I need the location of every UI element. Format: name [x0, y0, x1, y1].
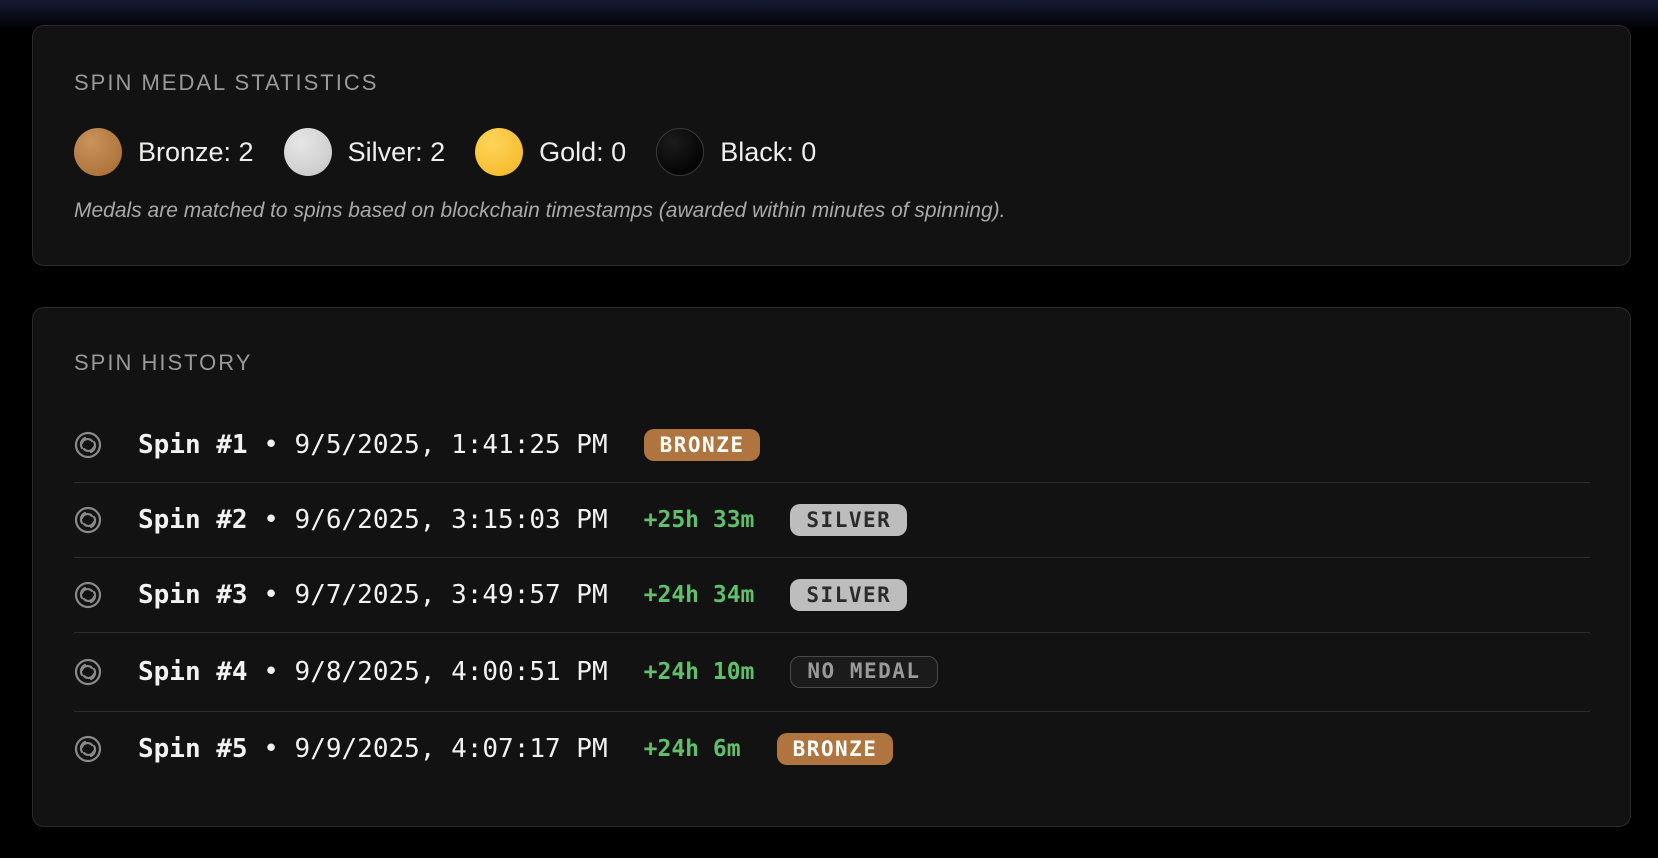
medal-statistics-title: SPIN MEDAL STATISTICS [74, 70, 379, 95]
medal-statistics-card: SPIN MEDAL STATISTICS Bronze: 2 Silver: … [32, 25, 1631, 266]
spin-datetime: 9/7/2025, 3:49:57 PM [294, 580, 608, 610]
bronze-medal-icon [74, 128, 122, 176]
spin-datetime: 9/9/2025, 4:07:17 PM [294, 734, 608, 764]
black-count-label: Black: 0 [720, 136, 817, 167]
separator-dot: • [263, 505, 279, 535]
medal-gold: Gold: 0 [475, 128, 626, 176]
medal-summary-row: Bronze: 2 Silver: 2 Gold: 0 Black: 0 [74, 127, 846, 177]
spiral-swirl-icon [74, 658, 102, 686]
spin-row-5: Spin #5 • 9/9/2025, 4:07:17 PM +24h 6m B… [74, 712, 1590, 786]
medal-badge-none: NO MEDAL [790, 656, 938, 688]
spiral-swirl-icon [74, 735, 102, 763]
spin-datetime: 9/8/2025, 4:00:51 PM [294, 657, 608, 687]
medal-badge-bronze: BRONZE [643, 429, 761, 461]
spin-datetime: 9/5/2025, 1:41:25 PM [294, 430, 608, 460]
silver-medal-icon [283, 128, 332, 176]
spin-name: Spin #4 [138, 657, 248, 687]
separator-dot: • [263, 580, 279, 610]
spin-name: Spin #1 [138, 430, 248, 460]
spin-history-card: SPIN HISTORY Spin #1 • 9/5/2025, 1:41:25… [32, 307, 1631, 827]
spin-time-delta: +24h 6m [643, 736, 741, 762]
medal-badge-silver: SILVER [790, 504, 908, 536]
spin-datetime: 9/6/2025, 3:15:03 PM [294, 505, 608, 535]
spin-history-title: SPIN HISTORY [74, 350, 253, 375]
spiral-swirl-icon [74, 581, 102, 609]
spin-row-2: Spin #2 • 9/6/2025, 3:15:03 PM +25h 33m … [74, 483, 1590, 558]
spin-row-3: Spin #3 • 9/7/2025, 3:49:57 PM +24h 34m … [74, 558, 1590, 633]
separator-dot: • [263, 430, 279, 460]
spin-name: Spin #5 [138, 734, 248, 764]
gold-count-label: Gold: 0 [539, 136, 627, 167]
spin-row-1: Spin #1 • 9/5/2025, 1:41:25 PM BRONZE [74, 408, 1590, 483]
spin-time-delta: +24h 34m [643, 582, 755, 608]
spin-name: Spin #3 [138, 580, 248, 610]
medal-silver: Silver: 2 [283, 128, 446, 176]
separator-dot: • [263, 657, 279, 687]
gold-medal-icon [475, 128, 524, 176]
medal-badge-silver: SILVER [790, 579, 908, 611]
medal-badge-bronze: BRONZE [776, 733, 894, 765]
spiral-swirl-icon [74, 431, 102, 459]
silver-count-label: Silver: 2 [347, 136, 446, 167]
spin-name: Spin #2 [138, 505, 248, 535]
separator-dot: • [263, 734, 279, 764]
medal-bronze: Bronze: 2 [74, 128, 254, 176]
medal-black: Black: 0 [656, 128, 816, 176]
spin-row-4: Spin #4 • 9/8/2025, 4:00:51 PM +24h 10m … [74, 633, 1590, 712]
medal-matching-note: Medals are matched to spins based on blo… [74, 199, 1006, 222]
spiral-swirl-icon [74, 506, 102, 534]
spin-time-delta: +24h 10m [643, 659, 755, 685]
spin-time-delta: +25h 33m [643, 507, 755, 533]
bronze-count-label: Bronze: 2 [138, 136, 254, 167]
black-medal-icon [656, 128, 705, 176]
spin-history-list: Spin #1 • 9/5/2025, 1:41:25 PM BRONZE Sp… [74, 408, 1590, 786]
